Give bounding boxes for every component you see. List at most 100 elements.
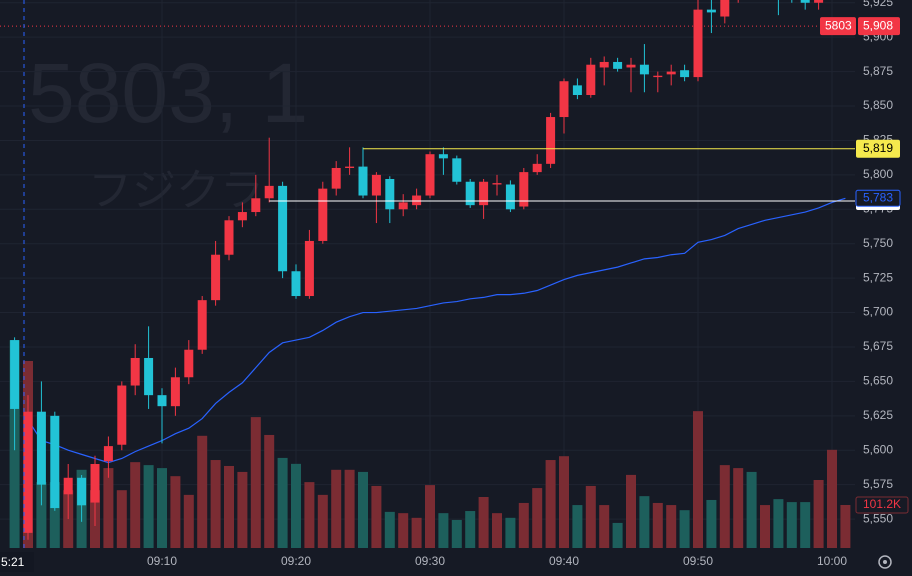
volume-bar	[277, 457, 288, 548]
volume-bar	[331, 469, 342, 548]
symbol-label: 5803	[825, 18, 852, 32]
volume-bar	[505, 517, 516, 548]
volume-bar	[291, 463, 301, 548]
y-tick-label: 5,650	[863, 374, 893, 388]
volume-bar	[304, 482, 315, 548]
volume-badge	[855, 496, 909, 514]
candle-body	[385, 178, 395, 210]
watermark: 5803, 1	[28, 46, 308, 140]
x-tick-label: 09:20	[281, 554, 311, 568]
volume-bar	[813, 480, 824, 548]
candle-body	[492, 183, 502, 185]
volume-bar	[532, 488, 543, 548]
volume-bar	[760, 505, 770, 548]
candle-body	[532, 163, 542, 173]
candle-body	[505, 184, 515, 210]
candle-body	[800, 0, 810, 3]
y-tick-label: 5,850	[863, 98, 893, 112]
candle-body	[358, 166, 368, 196]
candle-body	[103, 446, 113, 462]
volume-bar	[49, 482, 60, 548]
candle-body	[465, 181, 475, 206]
volume-bar	[572, 505, 583, 548]
candle-body	[546, 117, 556, 164]
y-tick-label: 5,925	[863, 0, 893, 9]
volume-bar	[36, 482, 47, 548]
candle-body	[613, 61, 623, 69]
volume-bar	[197, 435, 208, 548]
ma-last-label: 5,783	[863, 190, 893, 204]
candle-body	[197, 300, 207, 350]
volume-bar	[612, 522, 623, 548]
y-tick-label: 5,575	[863, 477, 893, 491]
candle-body	[291, 271, 301, 297]
x-tick-label: 09:40	[549, 554, 579, 568]
candle-body	[318, 188, 328, 241]
settings-icon[interactable]	[878, 555, 892, 569]
x-tick-label: 09:50	[683, 554, 713, 568]
y-tick-label: 5,550	[863, 511, 893, 525]
volume-bar	[237, 471, 248, 548]
volume-bar	[317, 494, 328, 548]
volume-bar	[344, 469, 355, 548]
volume-bar	[130, 462, 141, 548]
y-tick-label: 5,750	[863, 236, 893, 250]
volume-bar	[639, 496, 650, 548]
volume-bar	[585, 485, 596, 548]
candle-body	[130, 357, 140, 386]
x-tick-label: 09:10	[147, 554, 177, 568]
candle-body	[23, 411, 33, 533]
volume-bar	[264, 434, 275, 548]
candle-body	[345, 166, 355, 168]
candle-body	[720, 0, 730, 17]
volume-bar	[371, 485, 382, 548]
candle-body	[264, 185, 274, 199]
hline-label: 5,819	[863, 141, 893, 155]
volume-bar	[465, 511, 476, 548]
candle-body	[814, 0, 824, 3]
candle-body	[331, 167, 341, 189]
y-tick-label: 5,600	[863, 442, 893, 456]
candle-body	[653, 75, 663, 78]
crosshair-time: 5:21	[1, 555, 25, 569]
y-tick-label: 5,800	[863, 167, 893, 181]
volume-bar	[210, 460, 221, 548]
price-badge	[858, 17, 900, 36]
volume-bar	[478, 497, 489, 548]
candle-body	[304, 240, 314, 297]
volume-bar	[773, 499, 784, 548]
candle-body	[626, 64, 636, 68]
y-tick-label: 5,675	[863, 339, 893, 353]
candle-body	[251, 198, 261, 213]
candle-body	[144, 357, 154, 396]
volume-bar	[224, 465, 234, 548]
candle-body	[184, 349, 194, 378]
volume-bar	[183, 494, 194, 548]
candle-body	[237, 212, 247, 221]
candle-body	[63, 477, 73, 495]
candle-body	[666, 71, 676, 75]
candle-body	[559, 81, 569, 118]
volume-bar	[746, 471, 757, 548]
watermark-name: フジクラ	[88, 166, 264, 215]
volume-last-label: 101.2K	[863, 497, 901, 511]
volume-bar	[358, 471, 368, 548]
volume-bar	[626, 474, 636, 548]
candle-body	[586, 64, 596, 96]
volume-bar	[559, 456, 569, 548]
candle-body	[479, 181, 489, 206]
volume-bar	[63, 490, 74, 548]
volume-bar	[425, 485, 435, 548]
volume-bar	[800, 502, 811, 548]
volume-bar	[545, 460, 556, 548]
last-price-label: 5,908	[863, 18, 893, 32]
y-tick-label: 5,625	[863, 408, 893, 422]
plot	[9, 0, 855, 548]
volume-bar	[116, 490, 127, 548]
volume-bar	[652, 502, 663, 548]
candle-body	[157, 395, 167, 407]
candle-body	[572, 85, 582, 96]
candle-body	[680, 70, 690, 78]
volume-bar	[840, 504, 851, 548]
